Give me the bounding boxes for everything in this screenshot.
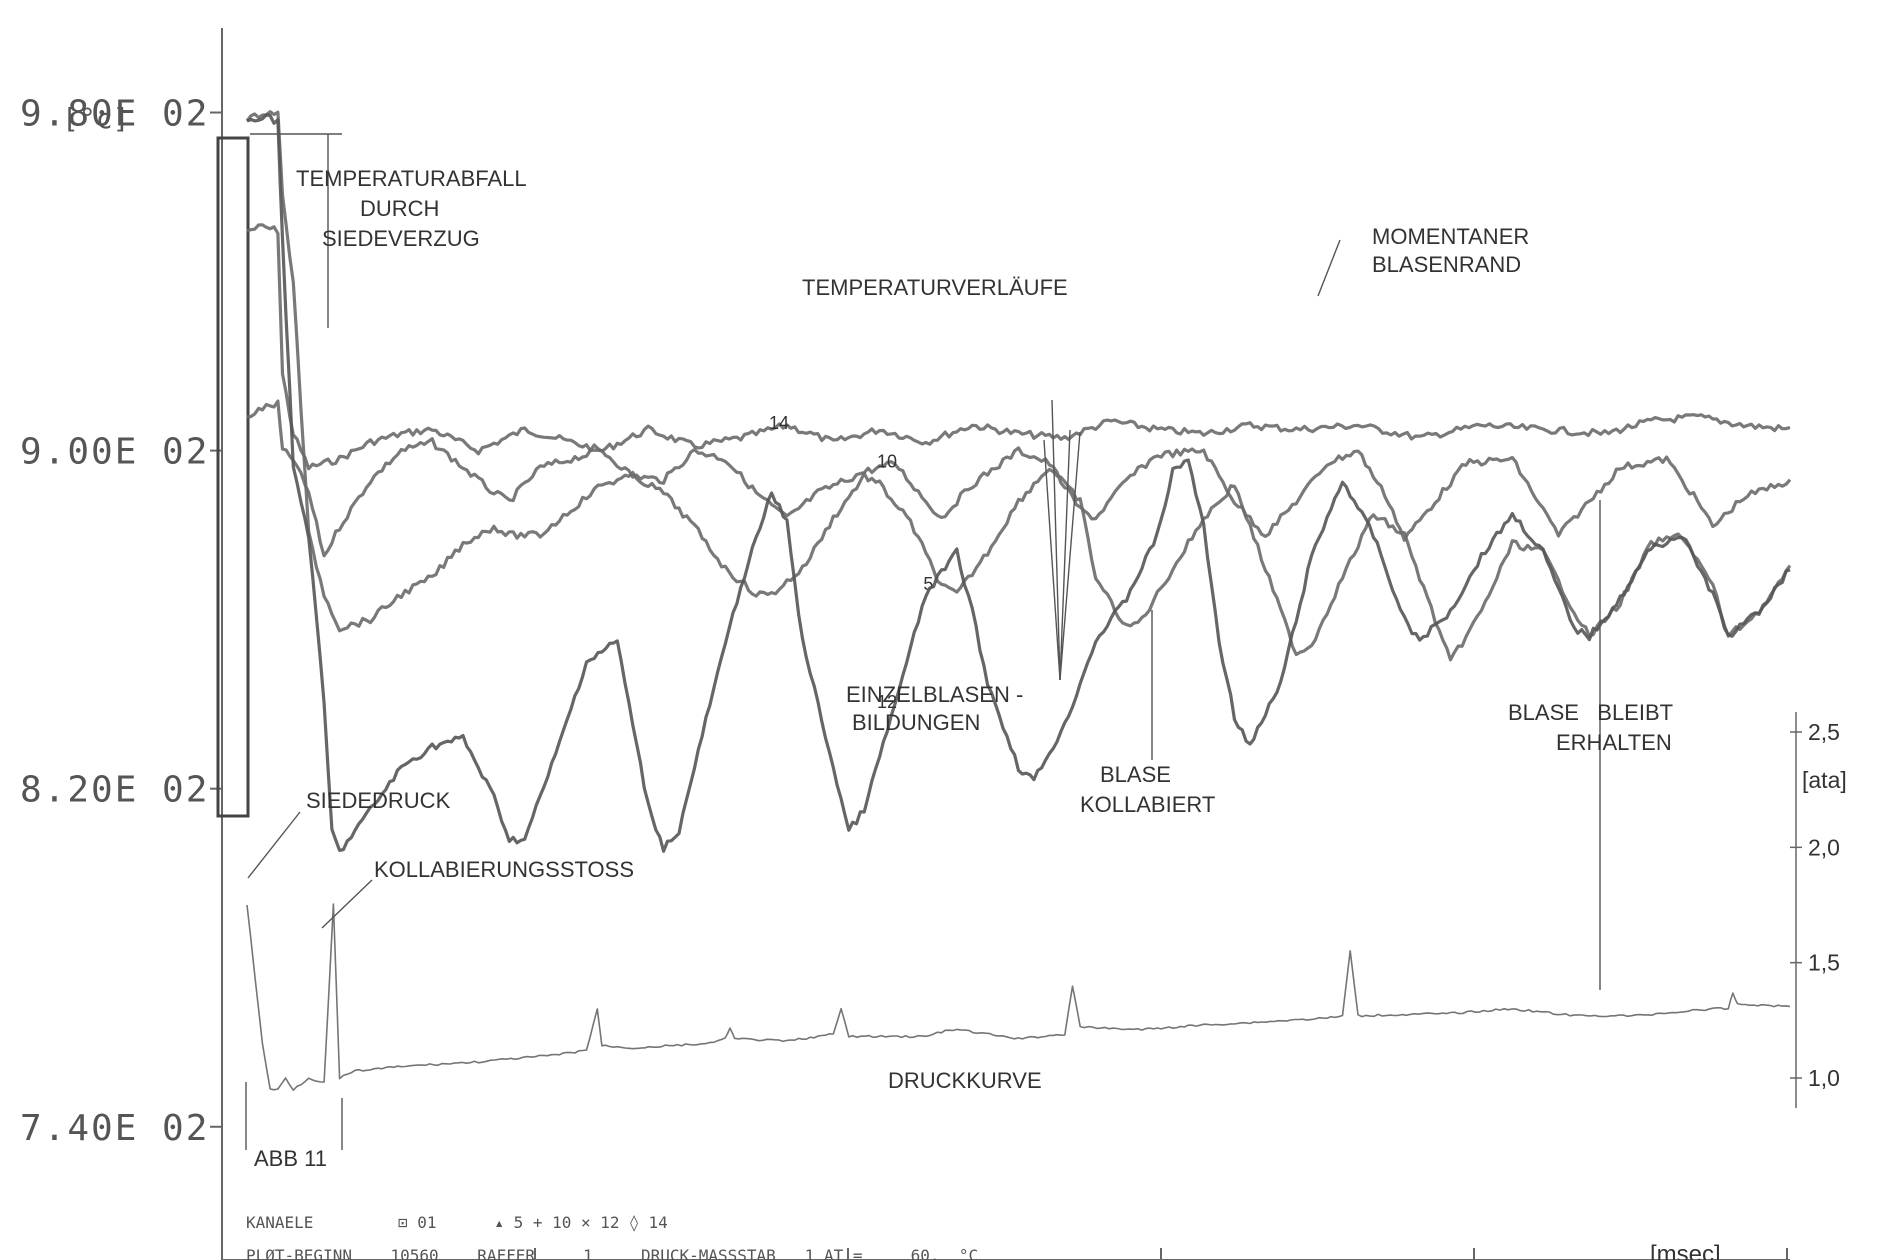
annotation-momentaner: MOMENTANER — [1372, 224, 1529, 249]
annotation-siededruck: SIEDEDRUCK — [306, 788, 451, 813]
annotation-durch: DURCH — [360, 196, 439, 221]
series-line-14 — [246, 223, 1791, 471]
annotation-temperaturabfall: TEMPERATURABFALL — [296, 166, 527, 191]
initial-step-outline — [216, 136, 250, 818]
series-line-10 — [246, 399, 1792, 558]
footer-channel-legend: ⊡ 01 ▴ 5 + 10 × 12 ◊ 14 — [398, 1213, 668, 1232]
y-tick-label: 9.80E 02 — [20, 94, 209, 135]
annotation-erhalten: ERHALTEN — [1556, 730, 1672, 755]
x-axis-unit: [msec] — [1650, 1241, 1721, 1260]
annotation-leader-line — [1043, 439, 1061, 681]
annotation-bildungen: BILDUNGEN — [852, 710, 980, 735]
annotation-leader-line — [1059, 429, 1071, 681]
right-axis-tick-label: 2,5 — [1808, 719, 1840, 745]
annotation-leader-line — [321, 879, 373, 929]
right-axis-tick-label: 1,0 — [1808, 1065, 1840, 1091]
annotation-siedeverzug: SIEDEVERZUG — [322, 226, 480, 251]
annotation-abb11: ABB 11 — [254, 1146, 327, 1171]
y-tick-label: 8.20E 02 — [20, 770, 209, 811]
series-label-10: 10 — [877, 451, 897, 471]
series-line-01 — [246, 903, 1791, 1091]
series-label-12: 12 — [877, 692, 897, 712]
annotation-leader-line — [247, 811, 301, 879]
series-group: 14 10 5 12 — [245, 110, 1792, 1091]
annotation-kollabiert: KOLLABIERT — [1080, 792, 1215, 817]
annotation-einzelblasen: EINZELBLASEN - — [846, 682, 1023, 707]
right-axis-unit: [ata] — [1802, 767, 1847, 793]
y-tick-label: 7.40E 02 — [20, 1108, 209, 1149]
annotation-blase: BLASE — [1100, 762, 1171, 787]
series-label-14: 14 — [769, 413, 789, 433]
series-label-5: 5 — [923, 574, 933, 594]
footer-plot-info: PLØT-BEGINN 10560 RAFFER 1 DRUCK-MASSSTA… — [246, 1246, 978, 1260]
annotation-blase-bleibt: BLASE BLEIBT — [1508, 700, 1673, 725]
annotation-leader-line — [1059, 431, 1081, 681]
right-axis-tick-label: 2,0 — [1808, 834, 1840, 860]
annotation-leaders — [245, 133, 1601, 1150]
annotation-blasenrand: BLASENRAND — [1372, 252, 1521, 277]
right-axis-tick-label: 1,5 — [1808, 950, 1840, 976]
annotation-druckkurve: DRUCKKURVE — [888, 1068, 1042, 1093]
annotation-kollabierungsstoss: KOLLABIERUNGSSTOSS — [374, 857, 634, 882]
annotation-leader-line — [1317, 239, 1341, 297]
series-line-5 — [245, 110, 1792, 662]
annotation-temperaturverlaeufe: TEMPERATURVERLÄUFE — [802, 275, 1068, 300]
series-line-12 — [246, 113, 1791, 853]
y-axis-unit: [°c] — [62, 102, 129, 135]
annotation-leader-line — [1051, 399, 1061, 681]
footer-kanaele-label: KANAELE — [246, 1213, 313, 1232]
y-tick-label: 9.00E 02 — [20, 432, 209, 473]
